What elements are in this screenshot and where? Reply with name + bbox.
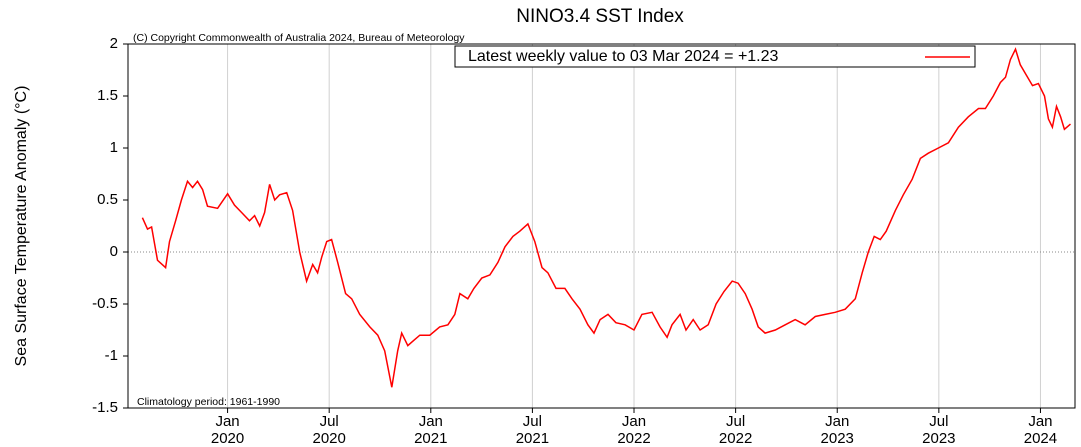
- x-tick-label: Jan 2023: [821, 413, 854, 447]
- y-tick-label: -1: [105, 347, 118, 364]
- chart-title: NINO3.4 SST Index: [516, 6, 684, 27]
- y-tick-label: 2: [110, 35, 118, 52]
- plot-frame: [127, 43, 1076, 409]
- y-tick-label: -1.5: [92, 399, 118, 416]
- chart-subtitle: (C) Copyright Commonwealth of Australia …: [133, 32, 465, 44]
- y-tick-label: 1: [110, 139, 118, 156]
- x-tick-label: Jan 2022: [617, 413, 650, 447]
- legend-label: Latest weekly value to 03 Mar 2024 = +1.…: [468, 48, 779, 65]
- y-tick-label: 0.5: [97, 191, 118, 208]
- y-tick-label: 1.5: [97, 87, 118, 104]
- x-tick-label: Jul 2023: [922, 413, 955, 447]
- x-tick-label: Jan 2021: [414, 413, 447, 447]
- y-axis-label: Sea Surface Temperature Anomaly (°C): [13, 86, 30, 367]
- legend-box: [454, 45, 976, 68]
- legend: Latest weekly value to 03 Mar 2024 = +1.…: [454, 45, 976, 68]
- y-tick-label: 0: [110, 243, 118, 260]
- x-tick-label: Jan 2020: [211, 413, 244, 447]
- x-tick-label: Jul 2021: [516, 413, 549, 447]
- y-tick-label: -0.5: [92, 295, 118, 312]
- data-line: [141, 47, 1071, 388]
- x-tick-label: Jul 2020: [312, 413, 345, 447]
- x-tick-label: Jul 2022: [719, 413, 752, 447]
- x-tick-label: Jan 2024: [1024, 413, 1057, 447]
- annotation: Climatology period: 1961-1990: [137, 396, 280, 408]
